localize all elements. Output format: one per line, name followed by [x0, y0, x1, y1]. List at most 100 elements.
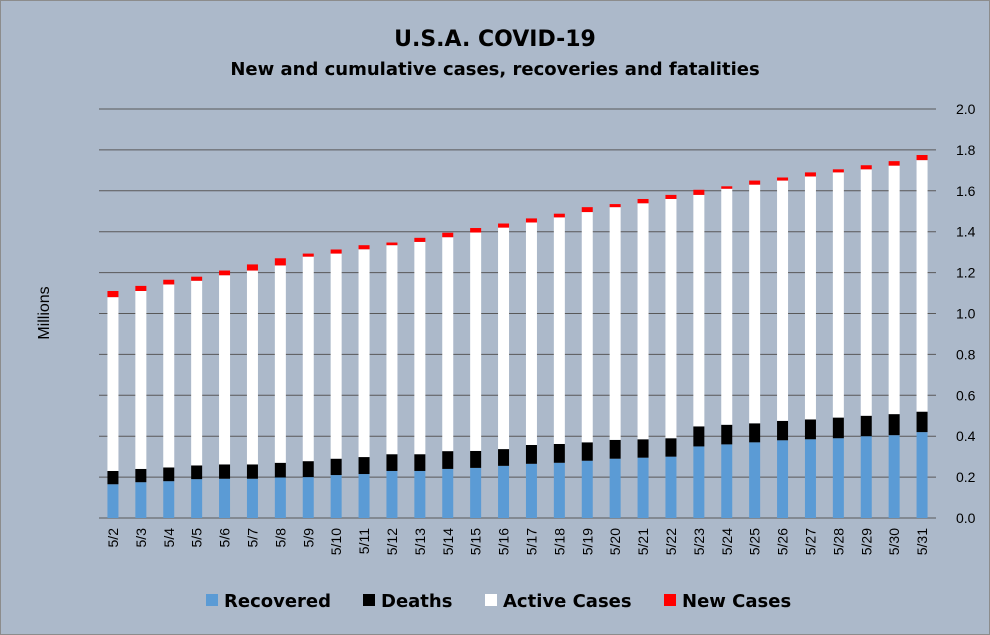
legend-swatch-recovered: [206, 594, 218, 606]
x-tick-label: 5/16: [496, 528, 512, 555]
bar-deaths-5-17: [525, 444, 537, 464]
bar-deaths-5-9: [302, 461, 314, 478]
x-tick-label: 5/2: [105, 528, 121, 548]
x-tick-label: 5/20: [607, 528, 623, 555]
chart-subtitle: New and cumulative cases, recoveries and…: [230, 59, 759, 80]
bar-recovered-5-10: [330, 475, 342, 518]
bar-new-cases-5-24: [721, 186, 733, 189]
bar-deaths-5-5: [191, 465, 203, 480]
bar-recovered-5-13: [414, 470, 426, 518]
x-tick-label: 5/11: [356, 528, 372, 554]
bar-deaths-5-10: [330, 458, 342, 476]
bar-active-cases-5-12: [386, 245, 398, 455]
y-tick-label: 1.2: [956, 265, 976, 281]
legend: Recovered Deaths Active Cases New Cases: [206, 591, 791, 612]
bar-new-cases-5-29: [860, 165, 872, 170]
x-tick-label: 5/31: [914, 528, 930, 555]
bar-active-cases-5-24: [721, 188, 733, 425]
gridlines: [99, 108, 936, 519]
bar-recovered-5-23: [693, 446, 705, 518]
x-tick-label: 5/23: [691, 528, 707, 555]
x-tick-label: 5/13: [412, 528, 428, 555]
bar-recovered-5-22: [665, 456, 677, 518]
bar-active-cases-5-19: [581, 212, 593, 443]
bar-recovered-5-15: [470, 467, 482, 518]
bar-new-cases-5-20: [609, 204, 621, 208]
bar-deaths-5-31: [916, 411, 928, 433]
x-tick-label: 5/26: [775, 528, 791, 555]
bar-active-cases-5-2: [107, 297, 119, 471]
bar-recovered-5-29: [860, 436, 872, 518]
bar-recovered-5-2: [107, 484, 119, 518]
bar-recovered-5-28: [832, 438, 844, 518]
chart-title: U.S.A. COVID-19: [394, 27, 596, 52]
bar-new-cases-5-12: [386, 242, 398, 246]
y-tick-label: 0.8: [956, 346, 976, 362]
x-tick-label: 5/5: [189, 528, 205, 548]
bar-recovered-5-21: [637, 457, 649, 518]
bar-deaths-5-27: [804, 419, 816, 440]
bar-recovered-5-18: [553, 462, 565, 518]
bar-new-cases-5-31: [916, 155, 928, 161]
bar-active-cases-5-13: [414, 241, 426, 455]
bar-recovered-5-7: [246, 478, 258, 518]
bar-recovered-5-27: [804, 439, 816, 518]
x-tick-label: 5/9: [300, 528, 316, 548]
bar-active-cases-5-8: [274, 265, 286, 463]
y-axis-label: Millions: [36, 286, 53, 339]
bar-active-cases-5-9: [302, 256, 314, 462]
legend-label-active-cases: Active Cases: [503, 591, 632, 612]
bar-new-cases-5-15: [470, 228, 482, 233]
bar-active-cases-5-23: [693, 194, 705, 427]
bar-recovered-5-4: [163, 481, 175, 518]
bar-deaths-5-16: [498, 449, 510, 466]
bar-recovered-5-17: [525, 463, 537, 518]
bar-active-cases-5-30: [888, 165, 900, 415]
bar-active-cases-5-28: [832, 172, 844, 418]
x-tick-label: 5/27: [802, 528, 818, 555]
bar-active-cases-5-3: [135, 291, 147, 469]
y-tick-label: 1.4: [956, 224, 976, 240]
y-tick-label: 2.0: [956, 101, 976, 117]
bar-new-cases-5-16: [498, 223, 510, 228]
bar-deaths-5-30: [888, 414, 900, 436]
bar-deaths-5-12: [386, 454, 398, 471]
bar-deaths-5-2: [107, 470, 119, 485]
bar-deaths-5-15: [470, 450, 482, 468]
legend-label-recovered: Recovered: [224, 591, 331, 612]
x-tick-label: 5/4: [161, 528, 177, 548]
x-tick-label: 5/30: [886, 528, 902, 555]
bar-new-cases-5-23: [693, 189, 705, 195]
bar-new-cases-5-13: [414, 237, 426, 242]
bar-recovered-5-12: [386, 470, 398, 518]
bar-recovered-5-11: [358, 474, 370, 518]
bar-new-cases-5-3: [135, 285, 147, 292]
bar-recovered-5-8: [274, 477, 286, 518]
bar-new-cases-5-6: [219, 270, 231, 276]
x-tick-label: 5/15: [468, 528, 484, 555]
bar-recovered-5-14: [442, 468, 454, 518]
bar-recovered-5-9: [302, 477, 314, 518]
bar-active-cases-5-20: [609, 207, 621, 440]
bar-new-cases-5-26: [777, 177, 789, 181]
bar-deaths-5-19: [581, 442, 593, 461]
y-tick-label: 1.6: [956, 183, 976, 199]
x-tick-label: 5/19: [579, 528, 595, 555]
bar-recovered-5-3: [135, 482, 147, 518]
bar-recovered-5-30: [888, 435, 900, 518]
bar-new-cases-5-9: [302, 253, 314, 257]
bar-active-cases-5-5: [191, 280, 203, 466]
bar-deaths-5-28: [832, 417, 844, 439]
bar-new-cases-5-5: [191, 276, 203, 281]
bar-recovered-5-31: [916, 432, 928, 518]
bar-deaths-5-14: [442, 451, 454, 469]
bar-recovered-5-24: [721, 444, 733, 518]
legend-label-deaths: Deaths: [381, 591, 452, 612]
bar-new-cases-5-21: [637, 198, 649, 204]
x-tick-label: 5/28: [830, 528, 846, 555]
bar-new-cases-5-7: [246, 264, 258, 271]
bar-active-cases-5-29: [860, 169, 872, 416]
bar-new-cases-5-25: [749, 180, 761, 185]
bar-deaths-5-3: [135, 468, 147, 483]
